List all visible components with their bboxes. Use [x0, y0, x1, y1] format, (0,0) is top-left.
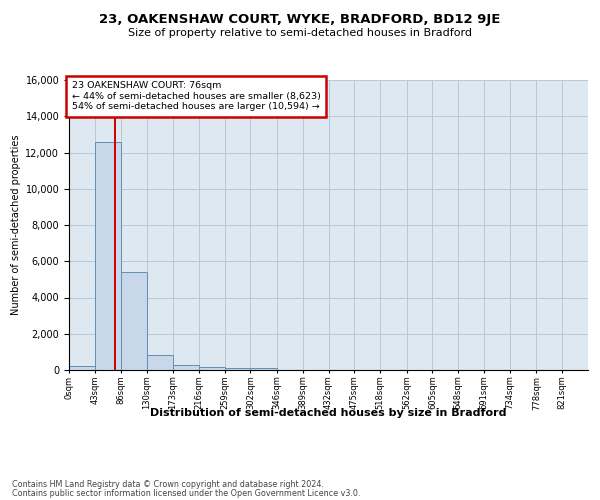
Text: 23, OAKENSHAW COURT, WYKE, BRADFORD, BD12 9JE: 23, OAKENSHAW COURT, WYKE, BRADFORD, BD1… — [100, 12, 500, 26]
Bar — [147, 354, 173, 370]
Text: 23 OAKENSHAW COURT: 76sqm
← 44% of semi-detached houses are smaller (8,623)
54% : 23 OAKENSHAW COURT: 76sqm ← 44% of semi-… — [71, 82, 320, 112]
Bar — [224, 368, 250, 370]
Bar — [95, 142, 121, 370]
Text: Contains public sector information licensed under the Open Government Licence v3: Contains public sector information licen… — [12, 488, 361, 498]
Text: Distribution of semi-detached houses by size in Bradford: Distribution of semi-detached houses by … — [150, 408, 507, 418]
Text: Contains HM Land Registry data © Crown copyright and database right 2024.: Contains HM Land Registry data © Crown c… — [12, 480, 324, 489]
Bar — [173, 364, 199, 370]
Bar — [121, 272, 147, 370]
Bar — [199, 368, 224, 370]
Bar — [69, 366, 95, 370]
Bar — [250, 368, 277, 370]
Y-axis label: Number of semi-detached properties: Number of semi-detached properties — [11, 134, 21, 316]
Text: Size of property relative to semi-detached houses in Bradford: Size of property relative to semi-detach… — [128, 28, 472, 38]
